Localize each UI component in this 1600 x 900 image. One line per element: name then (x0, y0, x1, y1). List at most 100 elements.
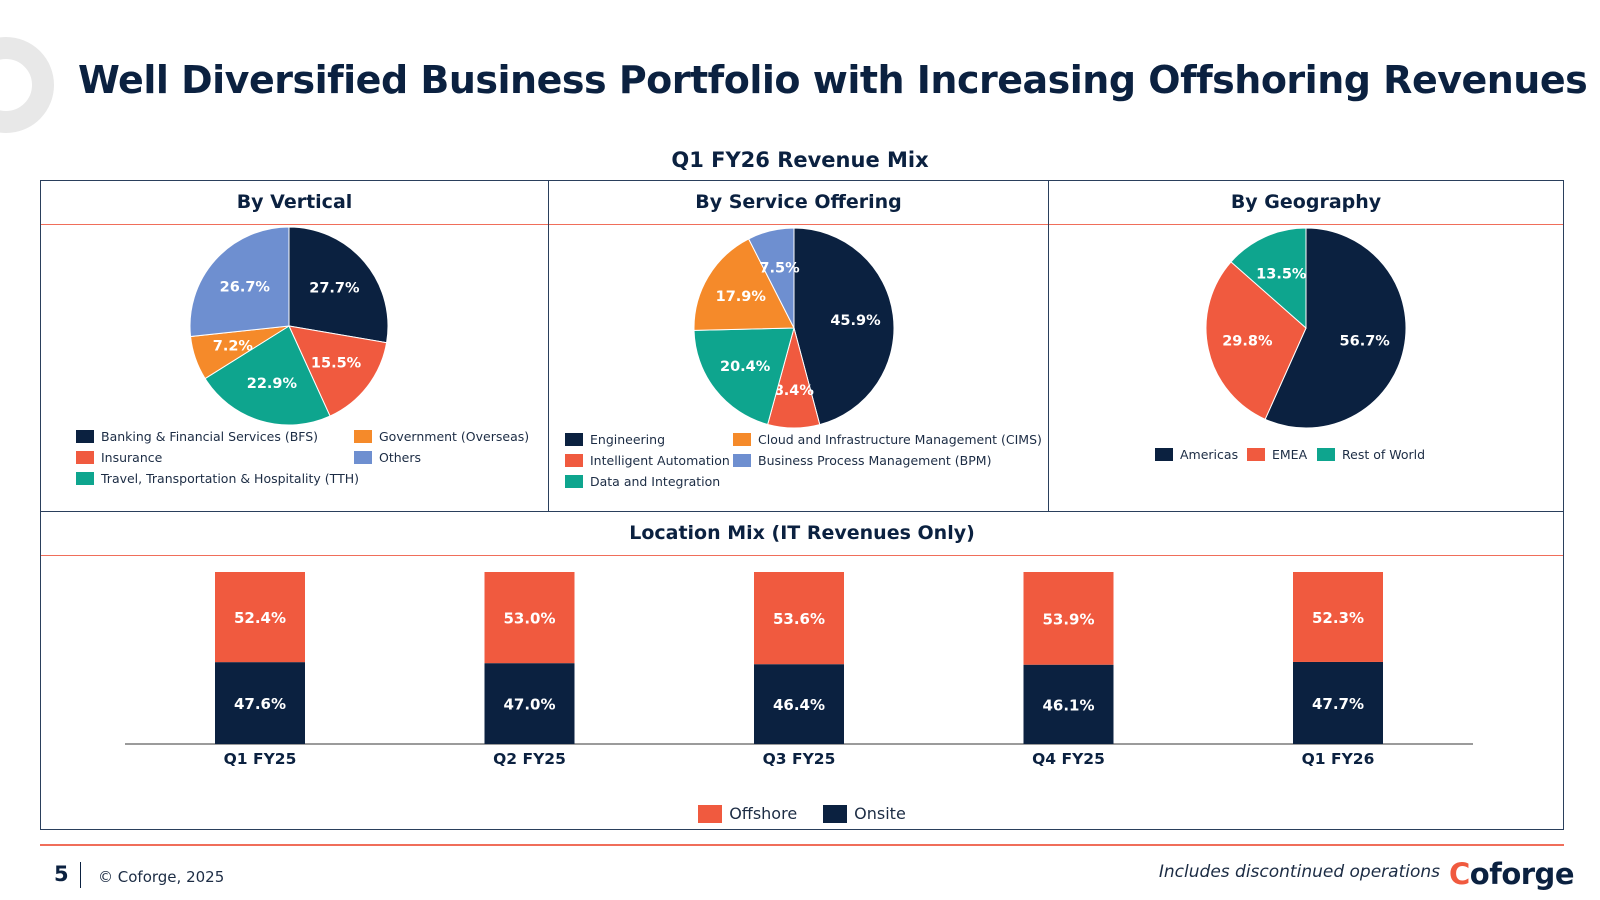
bar-label-offshore-q1-fy26: 52.3% (1312, 609, 1364, 627)
pie-slice-engineering (793, 227, 895, 426)
bar-label-offshore-q3-fy25: 53.6% (773, 610, 825, 628)
decorative-arc (0, 37, 54, 133)
footer-divider (40, 844, 1564, 846)
footnote: Includes discontinued operations (1158, 862, 1440, 882)
legend-item-emea: EMEA (1247, 447, 1307, 462)
pie-label-travel-transportation-hospitality-tth: 22.9% (247, 376, 298, 392)
legend-item-business-process-management-bpm: Business Process Management (BPM) (733, 453, 991, 468)
legend-swatch (733, 454, 751, 467)
legend-item-engineering: Engineering (565, 432, 665, 447)
pie-slice-business-process-management-bpm (747, 227, 795, 329)
panel-divider (41, 224, 548, 225)
vertical-pie-chart: 27.7% 15.5% 22.9% 7.2% 26.7% (189, 226, 389, 426)
x-tick-label-q4-fy25: Q4 FY25 (1032, 750, 1105, 768)
bar-onsite-q3-fy25 (754, 664, 844, 744)
legend-item-rest-of-world: Rest of World (1317, 447, 1425, 462)
legend-label: EMEA (1272, 447, 1308, 462)
legend-swatch (565, 475, 583, 488)
legend-item-offshore: Offshore (698, 804, 797, 823)
page-number: 5 (54, 862, 69, 886)
pie-slice-cloud-and-infrastructure-management-cims (693, 238, 795, 331)
legend-label: Banking & Financial Services (BFS) (101, 429, 319, 444)
location-mix-legend: Offshore Onsite (41, 804, 1563, 823)
pie-label-banking-financial-services-bfs: 27.7% (309, 281, 360, 297)
pie-charts-frame: By Vertical 27.7% 15.5% 22.9% 7.2% 26.7% Ban… (40, 180, 1564, 512)
pie-label-engineering: 45.9% (830, 313, 881, 329)
legend-label: Engineering (590, 432, 665, 447)
x-tick-label-q1-fy26: Q1 FY26 (1302, 750, 1375, 768)
bar-offshore-q2-fy25 (484, 572, 575, 664)
location-mix-title: Location Mix (IT Revenues Only) (629, 522, 975, 544)
geography-pie-chart: 56.7% 29.8% 13.5% (1205, 227, 1407, 429)
legend-label: Government (Overseas) (379, 429, 530, 444)
vertical-chart-title: By Vertical (236, 191, 353, 213)
page-title: Well Diversified Business Portfolio with… (78, 58, 1588, 102)
legend-label: Insurance (101, 450, 163, 465)
legend-swatch (1317, 448, 1335, 461)
legend-label: Cloud and Infrastructure Management (CIM… (758, 432, 1042, 447)
panel-divider (1049, 224, 1563, 225)
bar-offshore-q1-fy26 (1293, 572, 1383, 662)
vertical-panel: By Vertical 27.7% 15.5% 22.9% 7.2% 26.7% Ban… (41, 181, 549, 511)
bar-onsite-q4-fy25 (1023, 664, 1114, 744)
legend-label-onsite: Onsite (854, 804, 906, 823)
legend-label: Business Process Management (BPM) (758, 453, 992, 468)
legend-item-travel-transportation-hospitality-tth: Travel, Transportation & Hospitality (TT… (76, 471, 359, 486)
pie-slice-data-and-integration (693, 327, 795, 426)
pie-label-cloud-and-infrastructure-management-cims: 17.9% (716, 289, 767, 305)
legend-label: Data and Integration (590, 474, 721, 489)
pie-label-americas: 56.7% (1340, 334, 1391, 350)
copyright-text: © Coforge, 2025 (98, 868, 225, 886)
legend-swatch (1247, 448, 1265, 461)
legend-swatch (354, 451, 372, 464)
bar-label-offshore-q2-fy25: 53.0% (503, 610, 555, 628)
service-offering-legend: Engineering Intelligent Automation Data an… (565, 432, 1045, 502)
bar-offshore-q4-fy25 (1023, 572, 1114, 665)
legend-swatch (76, 430, 94, 443)
panel-divider (41, 555, 1563, 556)
legend-swatch (1155, 448, 1173, 461)
service-offering-pie-chart: 45.9% 8.4%20.4% 17.9% 7.5% (693, 227, 895, 429)
pie-slice-emea (1205, 261, 1307, 420)
legend-swatch (565, 454, 583, 467)
legend-swatch (76, 451, 94, 464)
bar-offshore-q1-fy25 (215, 572, 305, 663)
legend-label: Americas (1180, 447, 1239, 462)
panel-divider (549, 224, 1048, 225)
geography-panel: By Geography 56.7% 29.8% 13.5% Americas EME… (1049, 181, 1563, 511)
bar-onsite-q2-fy25 (484, 663, 575, 744)
x-tick-label-q1-fy25: Q1 FY25 (224, 750, 297, 768)
geography-chart-title: By Geography (1230, 191, 1382, 213)
bar-label-onsite-q4-fy25: 46.1% (1042, 696, 1094, 714)
bar-label-offshore-q1-fy25: 52.4% (234, 609, 286, 627)
legend-label: Travel, Transportation & Hospitality (TT… (101, 471, 360, 486)
onsite-swatch (823, 804, 848, 823)
legend-swatch (565, 433, 583, 446)
legend-item-insurance: Insurance (76, 450, 162, 465)
pie-label-emea: 29.8% (1222, 334, 1273, 350)
legend-item-government-overseas: Government (Overseas) (354, 429, 529, 444)
coforge-logo: Coforge (1449, 857, 1575, 891)
bar-onsite-q1-fy25 (215, 662, 305, 744)
legend-item-data-and-integration: Data and Integration (565, 474, 720, 489)
bar-label-onsite-q2-fy25: 47.0% (503, 696, 555, 714)
bar-onsite-q1-fy26 (1293, 661, 1383, 744)
pie-slice-others (189, 226, 290, 338)
legend-label: Rest of World (1342, 447, 1426, 462)
x-tick-label-q3-fy25: Q3 FY25 (763, 750, 836, 768)
legend-label: Intelligent Automation (590, 453, 730, 468)
revenue-mix-title: Q1 FY26 Revenue Mix (671, 148, 929, 172)
pie-label-insurance: 15.5% (311, 355, 362, 371)
pie-label-rest-of-world: 13.5% (1256, 266, 1307, 282)
pie-slice-travel-transportation-hospitality-tth (204, 325, 331, 426)
legend-item-others: Others (354, 450, 421, 465)
bar-offshore-q3-fy25 (754, 572, 844, 665)
vertical-legend: Banking & Financial Services (BFS) Insura… (76, 429, 546, 499)
bar-label-onsite-q3-fy25: 46.4% (773, 696, 825, 714)
legend-item-intelligent-automation: Intelligent Automation (565, 453, 730, 468)
legend-item-onsite: Onsite (823, 804, 906, 823)
legend-swatch (354, 430, 372, 443)
pie-label-others: 26.7% (220, 279, 271, 295)
legend-label: Others (379, 450, 422, 465)
bar-label-onsite-q1-fy26: 47.7% (1312, 695, 1364, 713)
